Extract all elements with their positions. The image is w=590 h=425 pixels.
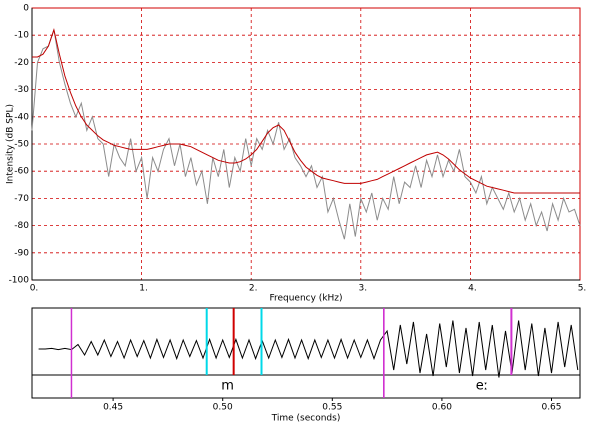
x-tick-label: 0.: [30, 284, 39, 294]
x-tick-label: 0.50: [213, 403, 233, 413]
x-tick-label: 0.55: [322, 403, 342, 413]
segment-label: m: [221, 379, 234, 394]
segment-label: eː: [476, 379, 488, 394]
y-tick-label: -70: [14, 194, 29, 204]
y-tick-label: -30: [14, 85, 29, 95]
spectrum-line: [32, 27, 580, 194]
y-tick-label: -20: [14, 58, 29, 68]
x-tick-label: 4.: [468, 284, 477, 294]
x-tick-label: 1.: [139, 284, 148, 294]
x-axis-label: Time (seconds): [271, 414, 341, 424]
x-axis-label: Frequency (kHz): [269, 294, 342, 304]
x-tick-label: 3.: [359, 284, 368, 294]
y-tick-label: -80: [14, 221, 29, 231]
x-tick-label: 5.: [578, 284, 587, 294]
y-tick-label: -50: [14, 140, 29, 150]
waveform: [38, 320, 579, 378]
y-tick-label: -60: [14, 167, 29, 177]
y-tick-label: 0: [23, 4, 29, 14]
x-tick-label: 0.45: [103, 403, 123, 413]
x-tick-label: 0.65: [541, 403, 561, 413]
y-tick-label: -10: [14, 31, 29, 41]
spectrum-line: [31, 29, 581, 240]
y-tick-label: -40: [14, 112, 29, 122]
y-tick-label: -100: [9, 276, 30, 286]
wave-frame: [31, 307, 581, 399]
x-tick-label: 2.: [249, 284, 258, 294]
x-tick-label: 0.60: [432, 403, 452, 413]
y-axis-label: Intensity (dB SPL): [6, 104, 16, 184]
y-tick-label: -90: [14, 248, 29, 258]
